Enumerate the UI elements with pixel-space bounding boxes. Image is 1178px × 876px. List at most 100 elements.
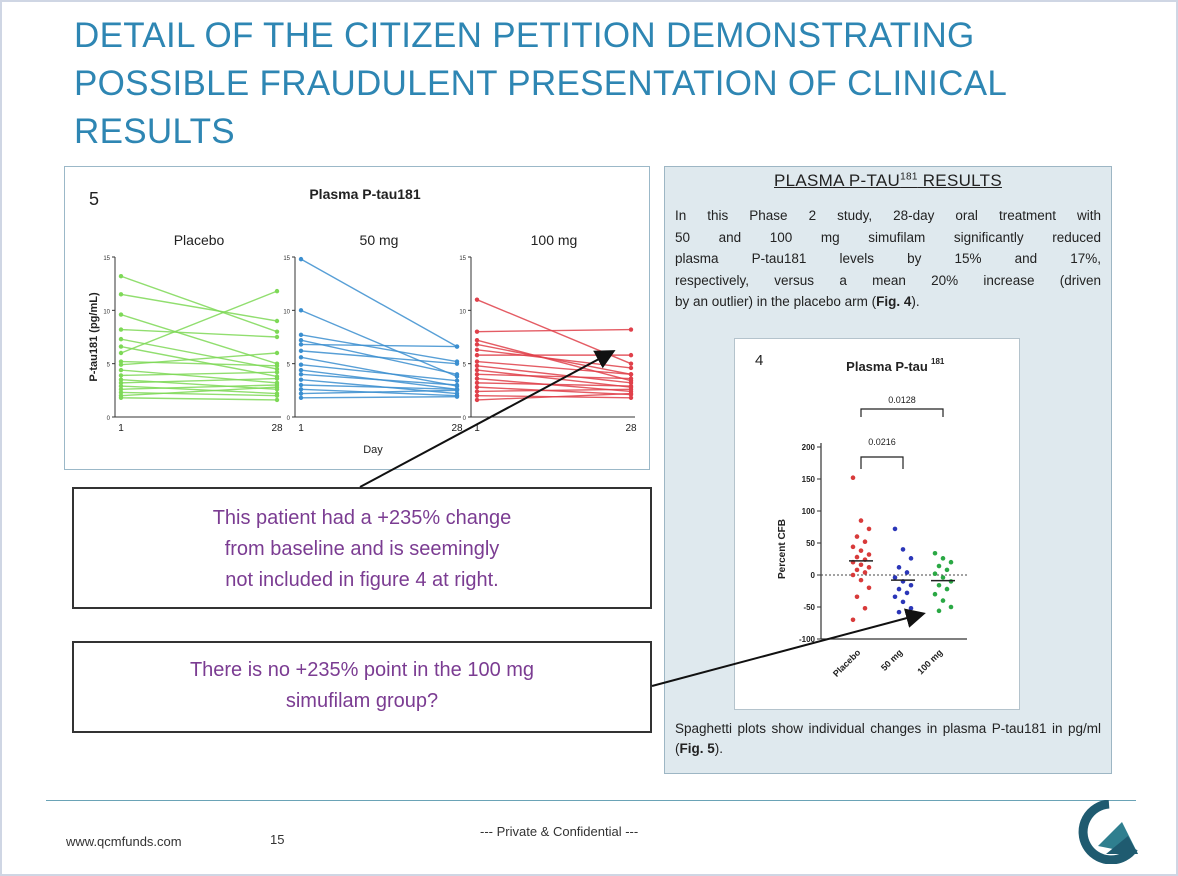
x-tick-label: 28 xyxy=(451,423,463,434)
data-point xyxy=(628,365,634,371)
y-tick-label: 0 xyxy=(811,571,816,580)
data-point xyxy=(628,372,634,377)
scatter-point xyxy=(866,585,872,591)
x-tick-label: 28 xyxy=(271,423,283,434)
y-tick-label: 10 xyxy=(459,309,466,315)
company-logo xyxy=(1078,800,1138,864)
scatter-point xyxy=(862,570,868,575)
p-value-inner: 0.0216 xyxy=(868,437,896,447)
group-label: 50 mg xyxy=(360,232,399,248)
x-tick-label: 1 xyxy=(118,423,124,434)
data-point xyxy=(628,383,634,389)
scatter-point xyxy=(854,534,860,539)
caption-post: ). xyxy=(714,741,724,756)
scatter-point xyxy=(940,575,946,580)
data-point xyxy=(474,397,480,403)
data-point xyxy=(298,338,304,343)
data-point xyxy=(118,292,124,297)
data-point xyxy=(274,318,280,324)
x-axis-label: Day xyxy=(363,444,383,456)
scatter-point xyxy=(854,554,860,560)
data-point xyxy=(298,387,304,392)
group-label: 100 mg xyxy=(531,232,578,248)
y-tick-label: 10 xyxy=(103,309,110,315)
y-tick-label: 5 xyxy=(287,363,291,369)
data-point xyxy=(118,390,124,395)
data-point xyxy=(474,297,480,302)
scatter-point xyxy=(944,567,950,573)
scatter-point xyxy=(866,552,872,557)
spaghetti-line xyxy=(120,290,278,354)
footer-url: www.qcmfunds.com xyxy=(66,834,182,849)
data-point xyxy=(118,327,124,332)
panel-body-last-pre: by an outlier) in the placebo arm ( xyxy=(675,294,877,309)
y-tick-label: 5 xyxy=(107,363,111,369)
scatter-point xyxy=(850,617,856,623)
spaghetti-line xyxy=(120,369,278,384)
scatter-point xyxy=(900,547,906,552)
scatter-point xyxy=(900,599,906,605)
figure-5: 5 Plasma P-tau181 Placebo 0 5 10 15 1 28 50 mg 0 5 1… xyxy=(64,166,650,470)
data-point xyxy=(118,336,124,342)
x-tick-label: 1 xyxy=(474,423,480,434)
fig-4-reference: Fig. 4 xyxy=(876,294,912,309)
data-point xyxy=(628,380,634,386)
scatter-point xyxy=(858,562,864,568)
data-point xyxy=(118,362,124,367)
y-tick-label: 50 xyxy=(806,539,815,548)
spaghetti-line xyxy=(120,352,278,366)
data-point xyxy=(454,394,460,399)
data-point xyxy=(628,352,634,358)
data-point xyxy=(454,378,460,383)
scatter-point xyxy=(850,572,856,578)
data-point xyxy=(118,367,124,373)
caption-pre: Spaghetti plots show individual changes … xyxy=(675,721,1101,756)
scatter-point xyxy=(892,526,898,532)
data-point xyxy=(454,372,460,377)
data-point xyxy=(474,338,480,343)
title-line-1: DETAIL OF THE CITIZEN PETITION DEMONSTRA… xyxy=(74,16,975,55)
callout-line: simufilam group? xyxy=(285,690,439,712)
data-point xyxy=(298,377,304,382)
scatter-point xyxy=(896,609,902,615)
data-point xyxy=(474,376,480,381)
panel-heading: PLASMA P-TAU181 RESULTS xyxy=(665,171,1111,191)
scatter-point xyxy=(892,594,898,600)
data-point xyxy=(628,387,634,392)
data-point xyxy=(274,370,280,375)
spaghetti-line xyxy=(476,349,632,369)
panel-caption: Spaghetti plots show individual changes … xyxy=(675,719,1101,759)
y-tick-label: 5 xyxy=(463,363,467,369)
data-point xyxy=(298,362,304,367)
data-point xyxy=(118,350,124,356)
data-point xyxy=(628,395,634,400)
scatter-point xyxy=(948,559,954,565)
scatter-point xyxy=(896,586,902,592)
confidential-notice: --- Private & Confidential --- xyxy=(480,824,639,839)
scatter-point xyxy=(904,570,910,575)
significance-bracket-outer xyxy=(860,408,944,417)
data-point xyxy=(474,363,480,368)
scatter-point xyxy=(858,548,864,553)
panel-body-line: 50 and 100 mg simufilam significantly re… xyxy=(675,229,1101,245)
scatter-point xyxy=(854,567,860,573)
scatter-point xyxy=(892,575,898,580)
y-axis-label: Percent CFB xyxy=(777,519,788,579)
data-point xyxy=(474,342,480,347)
footer-divider xyxy=(46,800,1136,801)
data-point xyxy=(298,367,304,373)
data-point xyxy=(454,388,460,393)
y-tick-label: -100 xyxy=(799,635,816,644)
data-point xyxy=(274,350,280,356)
figure-4-number: 4 xyxy=(755,352,763,369)
data-point xyxy=(298,332,304,338)
data-point xyxy=(274,397,280,403)
spaghetti-line xyxy=(476,328,632,333)
data-point xyxy=(474,359,480,364)
spaghetti-line xyxy=(120,377,278,384)
significance-bracket-inner xyxy=(860,456,904,469)
data-point xyxy=(474,384,480,390)
data-point xyxy=(454,361,460,366)
scatter-point xyxy=(940,598,946,603)
